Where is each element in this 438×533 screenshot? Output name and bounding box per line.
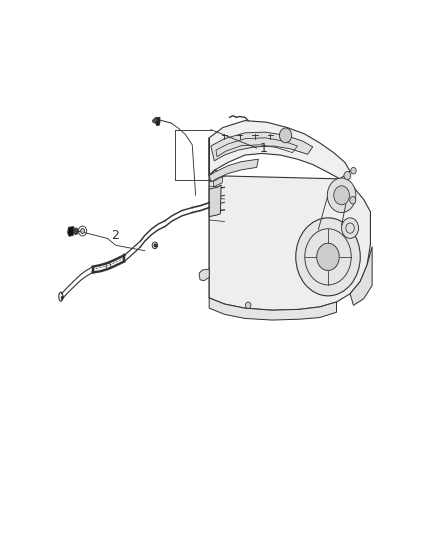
Circle shape [279, 128, 292, 143]
Polygon shape [67, 227, 74, 236]
Circle shape [246, 302, 251, 309]
Polygon shape [199, 269, 209, 281]
Polygon shape [74, 228, 78, 235]
Circle shape [351, 167, 356, 174]
Polygon shape [350, 247, 372, 305]
Polygon shape [209, 159, 258, 182]
Polygon shape [214, 177, 223, 187]
Polygon shape [209, 120, 350, 179]
Polygon shape [209, 138, 224, 304]
Polygon shape [211, 132, 313, 161]
Circle shape [317, 243, 339, 271]
Circle shape [327, 178, 356, 213]
Polygon shape [155, 117, 160, 126]
Circle shape [350, 197, 356, 204]
Text: 2: 2 [111, 229, 119, 241]
Circle shape [342, 218, 359, 238]
Circle shape [81, 229, 85, 233]
Circle shape [334, 186, 350, 205]
Polygon shape [209, 185, 221, 216]
Polygon shape [209, 298, 336, 320]
Polygon shape [209, 175, 371, 310]
Text: 1: 1 [259, 142, 267, 155]
Polygon shape [152, 118, 158, 123]
Circle shape [344, 172, 351, 180]
Circle shape [296, 218, 360, 296]
